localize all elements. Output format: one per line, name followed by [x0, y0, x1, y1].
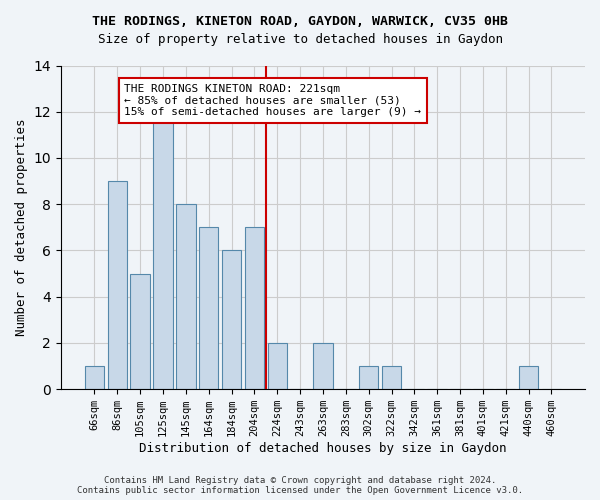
Bar [359, 366, 379, 389]
Text: Contains HM Land Registry data © Crown copyright and database right 2024.
Contai: Contains HM Land Registry data © Crown c… [77, 476, 523, 495]
Bar [268, 343, 287, 389]
Bar [382, 366, 401, 389]
Bar [85, 366, 104, 389]
Bar [222, 250, 241, 389]
Y-axis label: Number of detached properties: Number of detached properties [15, 118, 28, 336]
Text: THE RODINGS, KINETON ROAD, GAYDON, WARWICK, CV35 0HB: THE RODINGS, KINETON ROAD, GAYDON, WARWI… [92, 15, 508, 28]
X-axis label: Distribution of detached houses by size in Gaydon: Distribution of detached houses by size … [139, 442, 507, 455]
Bar [519, 366, 538, 389]
Bar [313, 343, 332, 389]
Bar [107, 181, 127, 389]
Bar [130, 274, 150, 389]
Bar [199, 228, 218, 389]
Text: THE RODINGS KINETON ROAD: 221sqm
← 85% of detached houses are smaller (53)
15% o: THE RODINGS KINETON ROAD: 221sqm ← 85% o… [124, 84, 421, 117]
Bar [245, 228, 264, 389]
Bar [176, 204, 196, 389]
Bar [153, 112, 173, 389]
Text: Size of property relative to detached houses in Gaydon: Size of property relative to detached ho… [97, 32, 503, 46]
